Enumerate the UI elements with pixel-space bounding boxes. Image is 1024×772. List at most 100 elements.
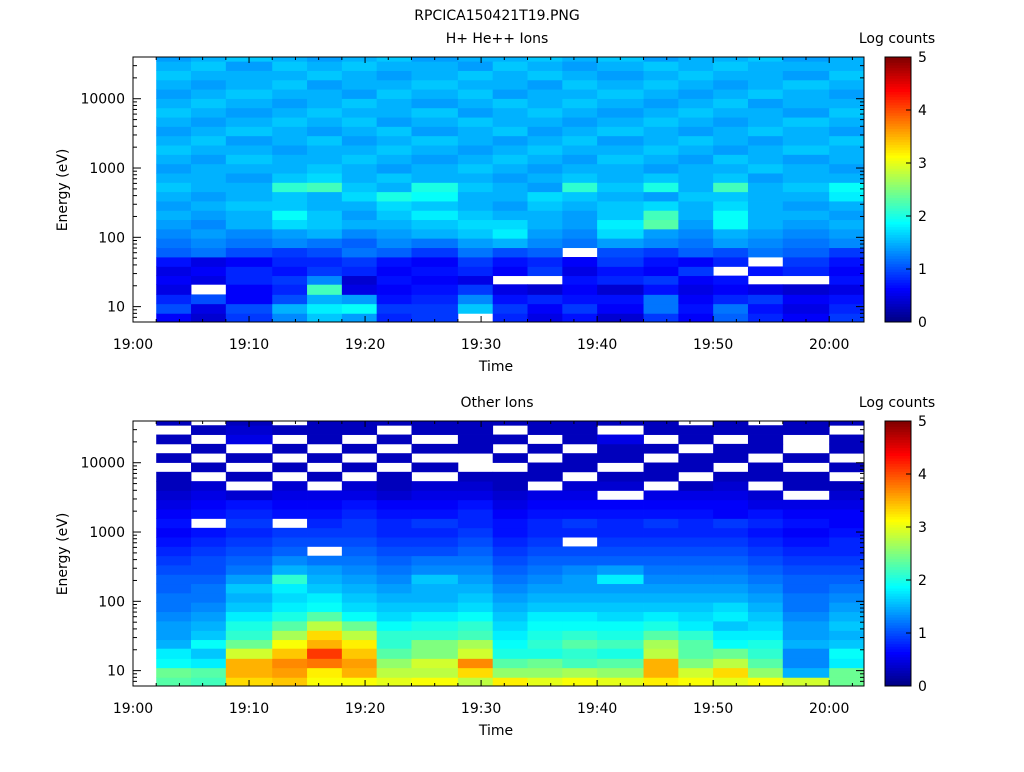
heatmap-cell [597,611,644,622]
heatmap-cell [307,107,343,118]
heatmap-cell [341,527,378,538]
heatmap-cell [562,602,598,613]
heatmap-cell [643,490,679,501]
heatmap-cell [713,481,749,491]
heatmap-cell [307,61,343,71]
heatmap-cell [562,630,598,641]
colorbar-swatch [885,561,911,565]
colorbar-swatch [885,147,911,151]
heatmap-cell [156,89,192,99]
heatmap-cell [376,163,412,174]
heatmap-cell [782,555,830,566]
heatmap-cell [562,228,598,239]
panel-title: H+ He++ Ions [446,31,549,47]
heatmap-cell [527,303,563,314]
heatmap-cell [457,546,494,557]
heatmap-cell [597,219,644,230]
heatmap-cell [527,648,563,659]
heatmap-cell [829,182,865,193]
heatmap-cell [678,574,714,585]
colorbar-swatch [885,70,911,74]
heatmap-cell [713,509,749,519]
heatmap-cell [376,313,412,323]
heatmap-cell [341,499,378,510]
colorbar-swatch [885,210,911,214]
colorbar-tick-label: 4 [918,467,927,483]
x-axis-label: Time [478,723,513,739]
heatmap-cell [191,257,227,267]
heatmap-cell [341,621,378,631]
heatmap-cell [782,639,830,649]
heatmap-cell [376,275,412,285]
heatmap-cell [713,490,749,501]
heatmap-cell [713,98,749,109]
heatmap-cell [713,247,749,258]
heatmap-cell [747,98,784,109]
heatmap-cell [643,57,679,62]
heatmap-cell [597,145,644,155]
colorbar-swatch [885,104,911,108]
x-tick-label: 19:40 [577,701,617,717]
heatmap-cell [713,154,749,165]
colorbar-swatch [885,431,911,435]
colorbar-swatch [885,184,911,188]
heatmap-cell [643,667,679,678]
heatmap-cell [191,462,227,473]
heatmap-cell [191,294,227,305]
heatmap-cell [376,303,412,314]
heatmap-cell [562,462,598,473]
heatmap-cell [225,471,273,482]
heatmap-cell [829,555,865,566]
heatmap-cell [307,583,343,594]
x-tick-label: 20:00 [809,701,849,717]
heatmap-cell [272,527,308,538]
colorbar-swatch [885,96,911,100]
heatmap-cell [643,639,679,649]
heatmap-cell [782,182,830,193]
colorbar-swatch [885,534,911,539]
colorbar-swatch [885,292,911,296]
heatmap-cell [376,471,412,482]
heatmap-cell [411,182,459,193]
heatmap-cell [643,61,679,71]
heatmap-cell [597,602,644,613]
heatmap-cell [272,611,308,622]
colorbar-swatch [885,455,911,459]
y-tick-label: 10000 [80,456,125,472]
heatmap-cell [225,163,273,174]
heatmap-cell [829,490,865,501]
heatmap-cell [191,135,227,146]
colorbar-swatch [885,287,911,291]
heatmap-cell [457,61,494,71]
heatmap-cell [191,89,227,99]
heatmap-cell [829,443,865,454]
colorbar-tick-label: 5 [918,414,927,430]
colorbar-swatch [885,133,911,137]
heatmap-cell [411,201,459,211]
heatmap-cell [713,284,749,295]
heatmap-cell [272,228,308,239]
heatmap-cell [272,145,308,155]
heatmap-cell [597,284,644,295]
heatmap-cell [492,537,528,547]
heatmap-cell [527,247,563,258]
heatmap-cell [562,284,598,295]
heatmap-cell [597,210,644,221]
heatmap-cell [272,219,308,230]
colorbar-swatch [885,144,911,148]
heatmap-cell [678,294,714,305]
heatmap-cell [307,658,343,669]
heatmap-cell [643,79,679,90]
heatmap-cell [411,266,459,277]
heatmap-cell [527,182,563,193]
heatmap-cell [492,126,528,137]
colorbar-swatch [885,141,911,145]
colorbar-swatch [885,643,911,647]
colorbar-swatch [885,136,911,140]
colorbar-swatch [885,216,911,220]
heatmap-cell [411,154,459,165]
heatmap-cell [341,126,378,137]
heatmap-cell [829,98,865,109]
heatmap-cell [191,219,227,230]
heatmap-cell [747,70,784,81]
